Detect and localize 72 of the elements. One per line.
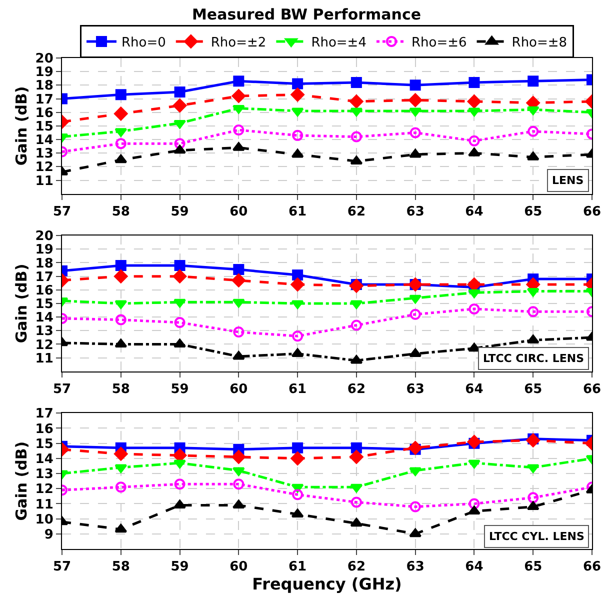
annotation: LTCC CYL. LENS (489, 530, 584, 543)
x-tick-label: 64 (465, 204, 484, 220)
y-tick-label: 14 (35, 310, 54, 326)
x-tick-label: 58 (112, 204, 130, 220)
x-tick-label: 66 (582, 204, 602, 220)
y-tick-label: 9 (44, 527, 54, 542)
x-tick-label: 65 (524, 382, 542, 398)
y-tick-label: 15 (35, 119, 54, 134)
x-tick-label: 66 (582, 560, 602, 575)
y-tick-label: 17 (35, 92, 54, 108)
x-tick-label: 59 (170, 560, 189, 575)
legend-label: Rho=±4 (311, 36, 366, 51)
y-tick-label: 13 (35, 146, 54, 162)
legend-label: Rho=±2 (210, 36, 266, 51)
x-tick-label: 60 (230, 204, 248, 220)
x-tick-label: 61 (288, 204, 307, 220)
y-tick-label: 16 (35, 283, 54, 298)
x-tick-label: 58 (112, 560, 130, 575)
y-tick-label: 13 (35, 324, 54, 340)
x-tick-label: 59 (170, 204, 189, 220)
x-tick-label: 57 (52, 382, 72, 398)
legend-label: Rho=0 (122, 36, 166, 51)
y-tick-label: 20 (35, 52, 54, 67)
x-tick-label: 63 (406, 204, 424, 220)
y-tick-label: 15 (35, 436, 54, 452)
x-tick-label: 62 (347, 382, 366, 398)
y-tick-label: 19 (35, 65, 54, 80)
x-tick-label: 61 (288, 382, 307, 398)
x-tick-label: 57 (52, 204, 72, 220)
x-tick-label: 63 (406, 382, 424, 398)
annotation: LTCC CIRC. LENS (483, 352, 584, 365)
y-tick-label: 11 (35, 497, 54, 512)
x-tick-label: 62 (347, 560, 366, 575)
x-tick-label: 60 (230, 560, 248, 575)
y-tick-label: 19 (35, 242, 54, 258)
y-tick-label: 12 (35, 338, 54, 353)
y-tick-label: 14 (35, 452, 54, 467)
y-tick-label: 15 (35, 297, 54, 312)
x-tick-label: 57 (52, 560, 72, 575)
x-tick-label: 64 (465, 560, 484, 575)
x-tick-label: 62 (347, 204, 366, 220)
y-tick-label: 18 (35, 78, 54, 94)
y-axis-title: Gain (dB) (12, 441, 31, 521)
y-tick-label: 16 (35, 106, 54, 121)
y-tick-label: 11 (35, 174, 54, 189)
y-tick-label: 17 (35, 406, 54, 422)
x-tick-label: 65 (524, 560, 542, 575)
x-tick-label: 58 (112, 382, 130, 398)
y-tick-label: 12 (35, 482, 54, 498)
y-tick-label: 13 (35, 467, 54, 482)
x-tick-label: 63 (406, 560, 424, 575)
y-axis-title: Gain (dB) (12, 264, 31, 344)
y-tick-label: 14 (35, 133, 54, 148)
y-tick-label: 20 (35, 229, 54, 244)
chart-title: Measured BW Performance (192, 6, 422, 24)
x-tick-label: 64 (465, 382, 484, 398)
x-tick-label: 65 (524, 204, 542, 220)
y-tick-label: 10 (35, 512, 54, 528)
x-tick-label: 61 (288, 560, 307, 575)
legend-label: Rho=±8 (512, 36, 568, 51)
y-tick-label: 16 (35, 422, 54, 437)
legend-label: Rho=±6 (411, 36, 467, 51)
y-tick-label: 17 (35, 270, 54, 285)
y-tick-label: 11 (35, 351, 54, 366)
x-tick-label: 60 (230, 382, 248, 398)
x-axis-title: Frequency (GHz) (252, 574, 402, 594)
y-tick-label: 12 (35, 160, 54, 176)
annotation: LENS (552, 174, 584, 187)
y-axis-title: Gain (dB) (12, 86, 31, 166)
y-tick-label: 18 (35, 256, 54, 272)
x-tick-label: 66 (582, 382, 602, 398)
x-tick-label: 59 (170, 382, 189, 398)
